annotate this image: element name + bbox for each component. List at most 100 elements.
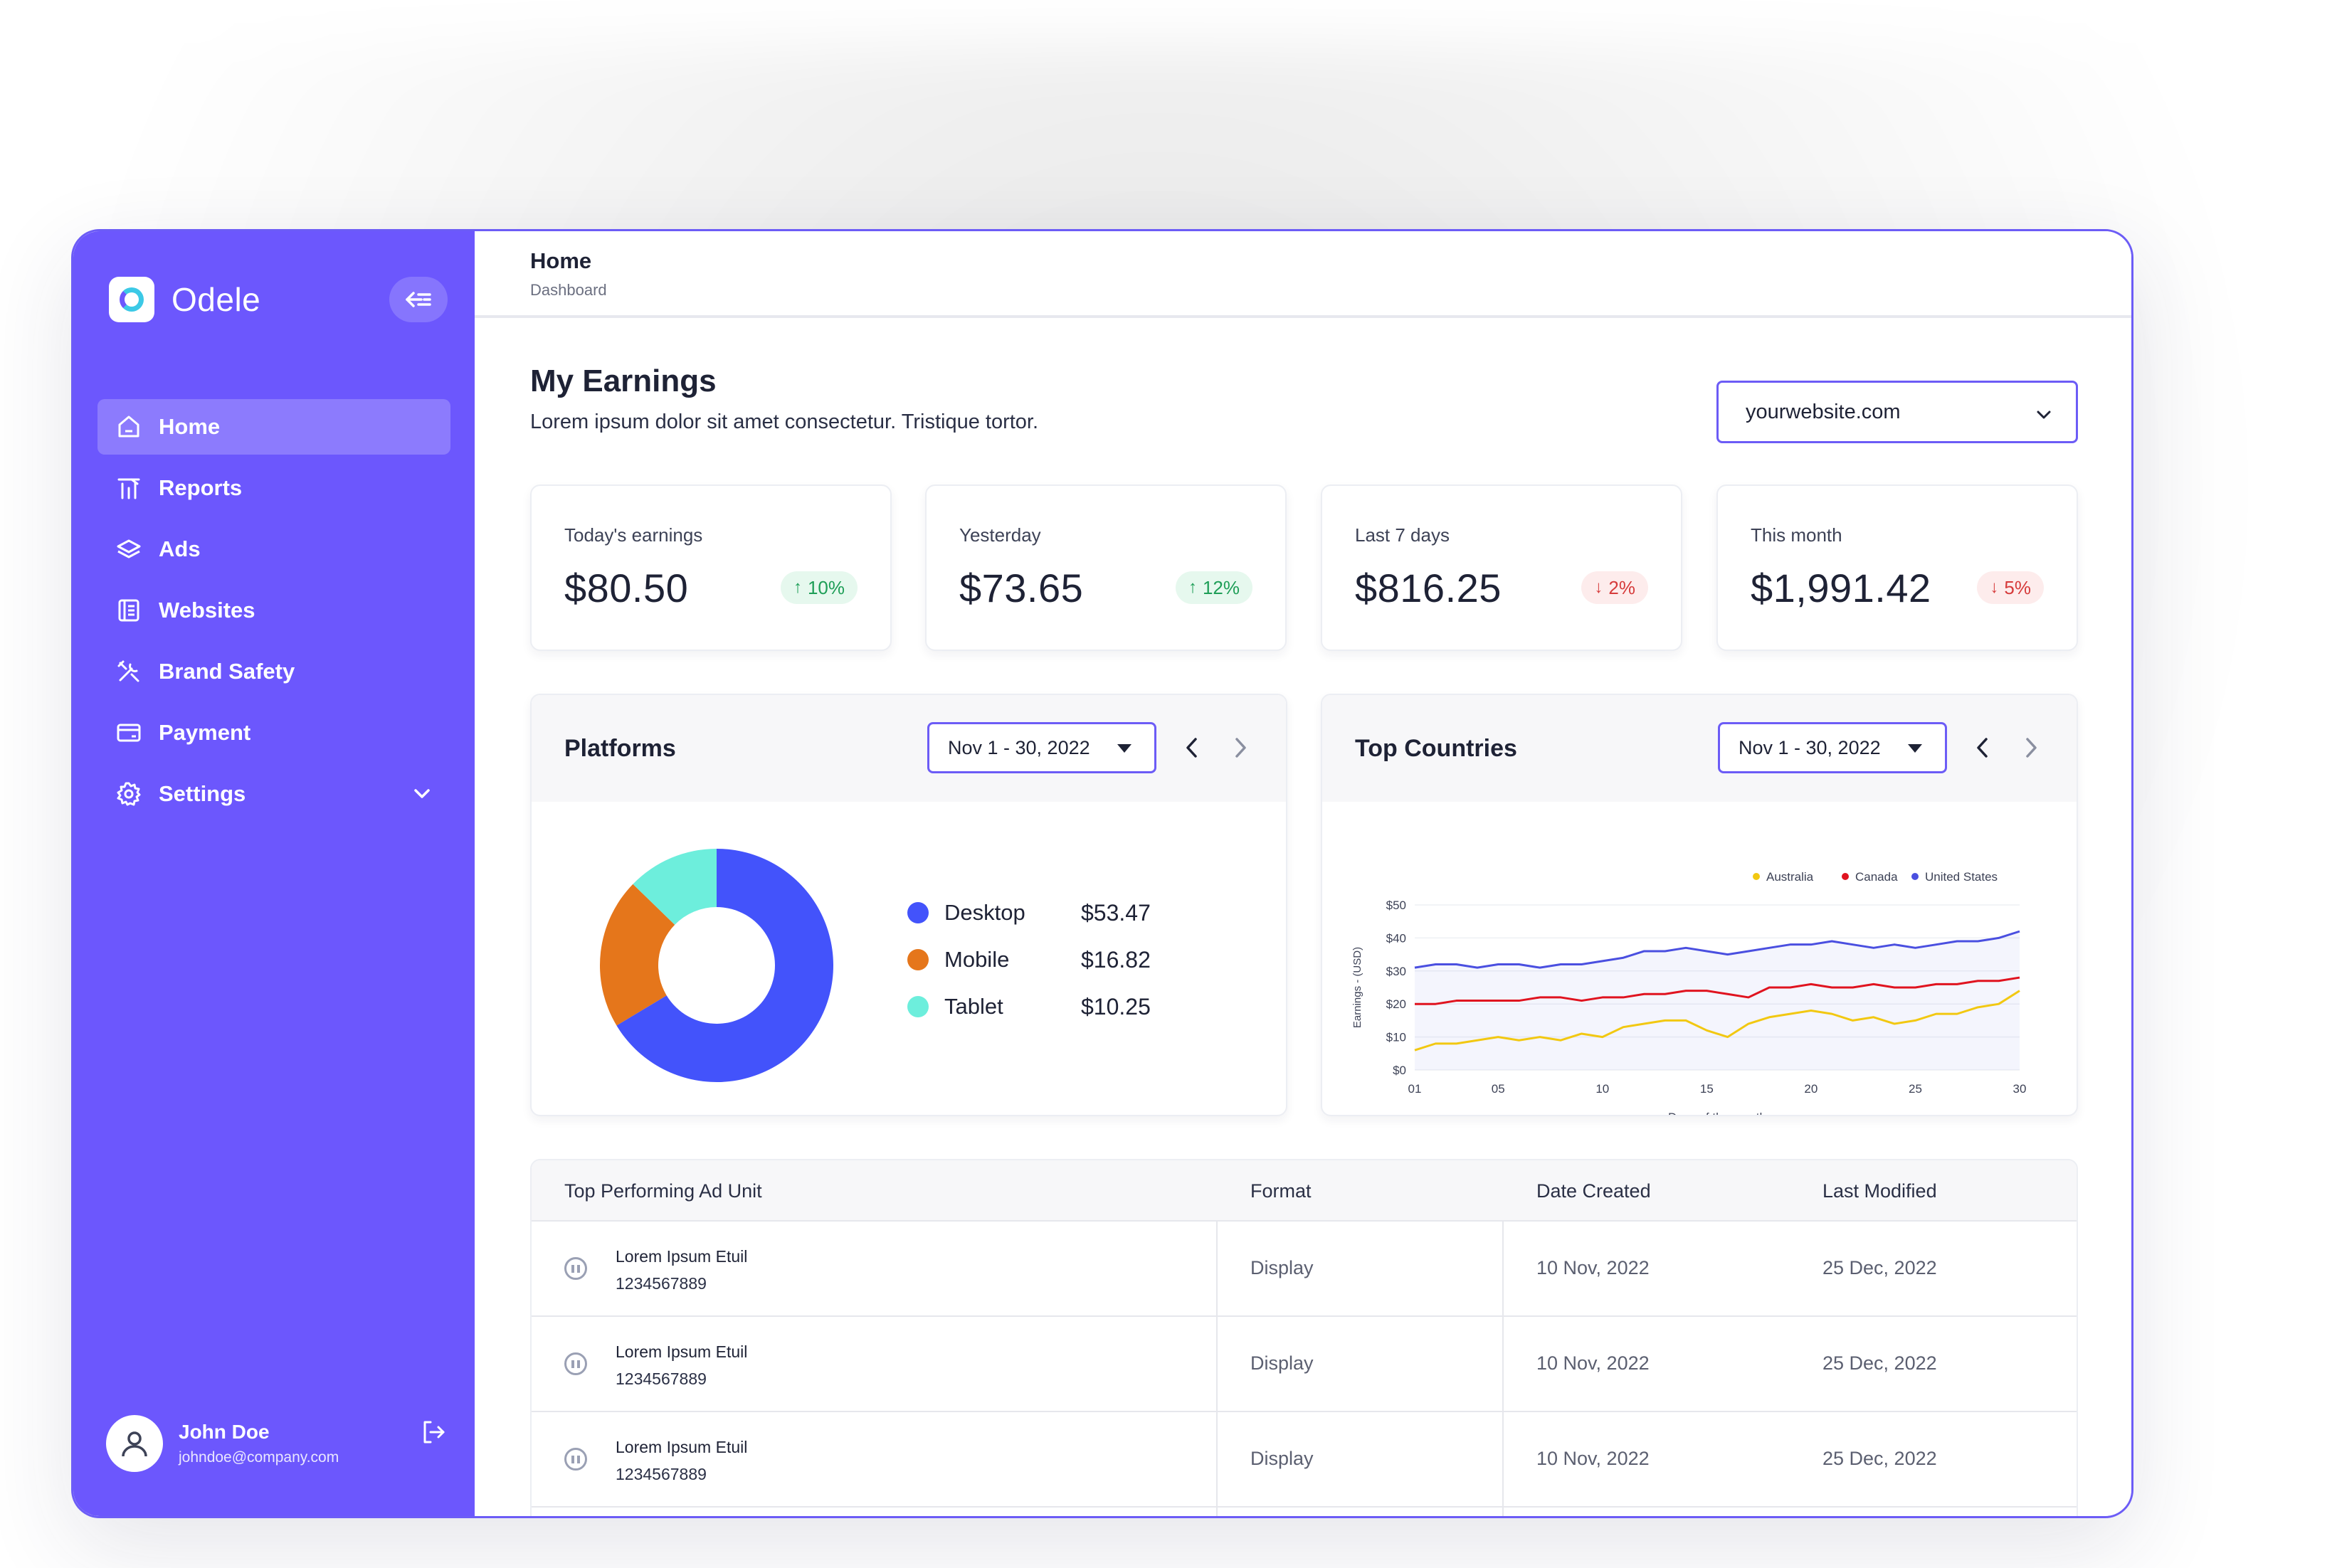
x-axis-label: Days of the month — [1668, 1111, 1766, 1115]
layers-icon — [115, 535, 143, 563]
sidebar-item-label: Home — [159, 414, 221, 439]
legend-amount: $16.82 — [1081, 946, 1151, 973]
change-badge: ↑ 12% — [1175, 571, 1252, 604]
column-divider — [1502, 1222, 1504, 1516]
caret-down-icon — [1908, 744, 1922, 753]
legend-label: Mobile — [944, 947, 1010, 972]
page-subtitle: Lorem ipsum dolor sit amet consectetur. … — [530, 410, 1039, 433]
prev-button[interactable] — [1178, 732, 1206, 763]
payment-icon — [115, 719, 143, 747]
table-header: Top Performing Ad Unit Format Date Creat… — [532, 1160, 2077, 1222]
y-tick-label: $0 — [1393, 1064, 1406, 1077]
sidebar-item-payment[interactable]: Payment — [97, 705, 450, 761]
date-range-picker[interactable]: Nov 1 - 30, 2022 — [927, 722, 1156, 773]
pause-icon[interactable] — [564, 1352, 587, 1375]
legend-label: Australia — [1766, 870, 1814, 884]
sidebar-item-label: Websites — [159, 598, 255, 623]
y-tick-label: $30 — [1386, 965, 1406, 978]
legend-amount: $53.47 — [1081, 899, 1151, 926]
arrow-up-icon: ↑ — [1188, 578, 1197, 597]
last-modified: 25 Dec, 2022 — [1822, 1352, 1937, 1374]
ad-unit-name: Lorem Ipsum Etuil — [616, 1438, 748, 1456]
logo[interactable]: Odele — [109, 277, 260, 322]
stat-card-last-7-days: Last 7 days $816.25 ↓ 2% — [1321, 484, 1682, 651]
website-select[interactable]: yourwebsite.com — [1716, 381, 2078, 443]
pause-icon[interactable] — [564, 1257, 587, 1280]
ad-unit-format: Display — [1250, 1257, 1314, 1278]
last-modified: 25 Dec, 2022 — [1822, 1257, 1937, 1278]
table-row[interactable]: Lorem Ipsum Etuil 1234567889 Display 10 … — [532, 1222, 2077, 1317]
change-badge: ↓ 2% — [1581, 571, 1648, 604]
panel-title: Platforms — [564, 735, 676, 762]
pause-icon[interactable] — [564, 1448, 587, 1471]
column-header[interactable]: Date Created — [1536, 1180, 1651, 1202]
date-created: 10 Nov, 2022 — [1536, 1448, 1650, 1469]
sidebar-item-websites[interactable]: Websites — [97, 583, 450, 638]
x-tick-label: 15 — [1700, 1082, 1714, 1096]
ad-unit-format: Display — [1250, 1352, 1314, 1374]
next-button[interactable] — [1226, 732, 1255, 763]
ad-unit-id: 1234567889 — [616, 1465, 707, 1483]
chevron-left-icon — [1977, 738, 1988, 758]
date-range-picker[interactable]: Nov 1 - 30, 2022 — [1718, 722, 1947, 773]
legend-swatch — [1842, 873, 1849, 880]
donut-slice-mobile — [600, 884, 675, 1026]
change-value: 10% — [807, 576, 845, 598]
ad-unit-id: 1234567889 — [616, 1370, 707, 1388]
change-value: 12% — [1202, 576, 1240, 598]
donut-slice-desktop — [616, 849, 833, 1082]
last-modified: 25 Dec, 2022 — [1822, 1448, 1937, 1469]
chevron-right-icon — [2026, 738, 2037, 758]
platforms-donut-chart — [600, 849, 833, 1082]
legend-swatch — [1753, 873, 1760, 880]
panel-title: Top Countries — [1355, 735, 1517, 762]
user-icon — [122, 1431, 147, 1457]
main-content: Home Dashboard My Earnings Lorem ipsum d… — [475, 231, 2131, 1516]
sidebar-item-home[interactable]: Home — [97, 399, 450, 455]
chevron-down-icon[interactable] — [411, 782, 433, 810]
next-button[interactable] — [2017, 732, 2045, 763]
y-tick-label: $40 — [1386, 931, 1406, 945]
prev-button[interactable] — [1968, 732, 1997, 763]
series-line-canada — [1415, 976, 2020, 1005]
stat-label: Yesterday — [959, 524, 1041, 546]
y-tick-label: $50 — [1386, 899, 1406, 912]
sidebar-item-label: Ads — [159, 536, 201, 561]
sidebar-nav: Home Reports Ads Websites — [97, 399, 450, 827]
stat-value: $1,991.42 — [1751, 566, 1931, 610]
collapse-sidebar-button[interactable] — [389, 277, 448, 322]
breadcrumb[interactable]: Dashboard — [530, 281, 607, 299]
sidebar-item-label: Settings — [159, 781, 246, 806]
legend-swatch — [1911, 873, 1919, 880]
change-value: 5% — [2004, 576, 2031, 598]
sidebar-item-reports[interactable]: Reports — [97, 460, 450, 516]
column-header[interactable]: Top Performing Ad Unit — [564, 1180, 762, 1202]
series-line-united-states — [1414, 930, 2020, 969]
app-name: Odele — [172, 281, 261, 318]
column-header[interactable]: Format — [1250, 1180, 1312, 1202]
column-divider — [1216, 1222, 1218, 1516]
logout-icon[interactable] — [419, 1418, 448, 1450]
app-window: Odele Home Reports — [71, 229, 2133, 1518]
sidebar-item-label: Payment — [159, 720, 251, 745]
sidebar-item-ads[interactable]: Ads — [97, 521, 450, 577]
stat-card-today: Today's earnings $80.50 ↑ 10% — [530, 484, 892, 651]
column-header[interactable]: Last Modified — [1822, 1180, 1937, 1202]
collapse-icon — [406, 292, 431, 307]
user-profile[interactable]: John Doe johndoe@company.com — [106, 1415, 448, 1472]
ad-unit-id: 1234567889 — [616, 1274, 707, 1293]
stat-label: This month — [1751, 524, 1842, 546]
arrow-down-icon: ↓ — [1990, 578, 1999, 597]
sidebar-item-settings[interactable]: Settings — [97, 766, 450, 822]
website-select-value: yourwebsite.com — [1746, 400, 1901, 423]
platforms-panel: Platforms Nov 1 - 30, 2022 Desktop $53.4… — [530, 694, 1287, 1116]
x-tick-label: 25 — [1909, 1082, 1922, 1096]
ad-units-table: Top Performing Ad Unit Format Date Creat… — [530, 1159, 2078, 1516]
sidebar-item-label: Reports — [159, 475, 243, 500]
avatar — [106, 1415, 163, 1472]
legend-tablet: Tablet $10.25 — [907, 994, 1151, 1019]
sidebar-item-brand-safety[interactable]: Brand Safety — [97, 644, 450, 699]
table-row[interactable]: Lorem Ipsum Etuil 1234567889 Display 10 … — [532, 1412, 2077, 1508]
stat-label: Last 7 days — [1355, 524, 1450, 546]
table-row[interactable]: Lorem Ipsum Etuil 1234567889 Display 10 … — [532, 1317, 2077, 1412]
